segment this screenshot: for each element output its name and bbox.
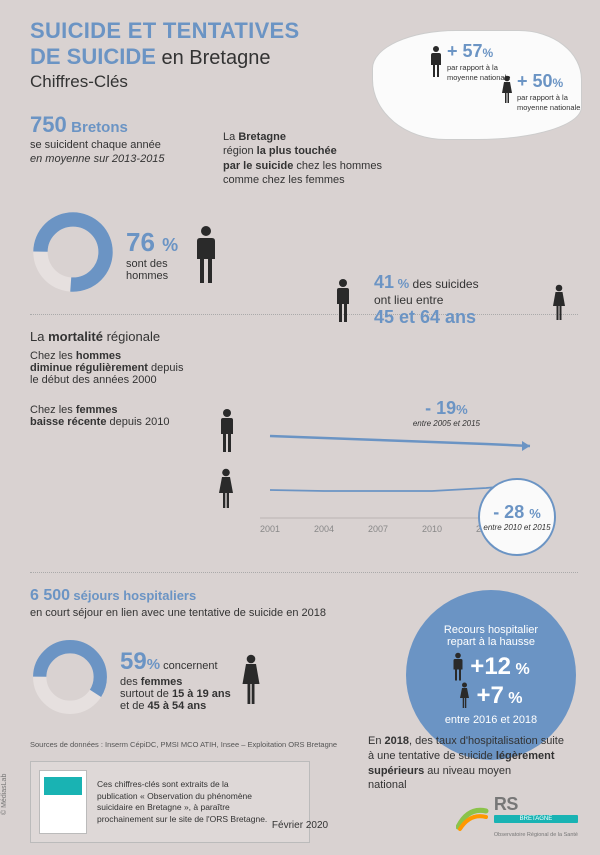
woman-silhouette-icon xyxy=(241,654,261,706)
stat-750-line2: en moyenne sur 2013-2015 xyxy=(30,153,165,165)
map-women-note: par rapport à la moyenne nationale xyxy=(517,93,580,112)
donut-76-label: 76 % sont des hommes xyxy=(126,227,178,282)
map-men-value: + 57 xyxy=(447,41,483,61)
woman-silhouette-icon xyxy=(218,468,234,510)
minus28-bubble: - 28 % entre 2010 et 2015 xyxy=(478,478,556,556)
para-2018: En 2018, des taux d'hospitalisation suit… xyxy=(368,734,578,793)
map-women-unit: % xyxy=(553,76,564,90)
title-suffix: en Bretagne xyxy=(156,47,271,69)
publication-text: Ces chiffres-clés sont extraits de la pu… xyxy=(97,779,267,825)
svg-text:2010: 2010 xyxy=(422,524,442,534)
map-women-stat: + 50% par rapport à la moyenne nationale xyxy=(517,71,580,112)
region-block: La Bretagne région la plus touchée par l… xyxy=(223,130,382,187)
stat-750-line1: se suicident chaque année xyxy=(30,138,205,152)
donut-76 xyxy=(30,209,116,300)
title-line2: DE SUICIDE xyxy=(30,44,156,69)
ors-logo: RS BRETAGNE Observatoire Régional de la … xyxy=(456,794,578,841)
publication-box: Ces chiffres-clés sont extraits de la pu… xyxy=(30,761,310,843)
brittany-map: + 57% par rapport à la moyenne nationale… xyxy=(372,30,582,140)
logo-swoosh-icon xyxy=(456,803,490,833)
svg-text:2001: 2001 xyxy=(260,524,280,534)
publication-thumb-icon xyxy=(39,770,87,834)
credit: © MédiasLab xyxy=(1,774,8,815)
man-silhouette-icon xyxy=(334,278,352,324)
woman-silhouette-icon xyxy=(459,682,470,710)
logo-sub: Observatoire Régional de la Santé xyxy=(494,832,578,838)
woman-silhouette-icon xyxy=(552,284,566,322)
mortality-title: La mortalité régionale xyxy=(30,329,578,344)
logo-rs: RS xyxy=(494,794,518,814)
stat-750: 750 Bretons se suicident chaque année en… xyxy=(30,112,205,167)
date: Février 2020 xyxy=(272,820,328,831)
logo-tag: BRETAGNE xyxy=(494,815,578,823)
mortality-chart: 2001 2004 2007 2010 2013 2014 - 19% entr… xyxy=(260,398,560,538)
stat-750-value: 750 xyxy=(30,112,67,137)
minus19-callout: - 19% entre 2005 et 2015 xyxy=(413,398,480,428)
man-silhouette-icon xyxy=(218,408,236,454)
separator xyxy=(30,572,578,573)
age-stat: 41 % des suicides ont lieu entre 45 et 6… xyxy=(374,272,574,328)
man-silhouette-icon xyxy=(194,225,218,285)
donut-59-label: 59% concernent des femmes surtout de 15 … xyxy=(120,648,231,712)
donut-59 xyxy=(30,637,110,722)
stat-750-unit: Bretons xyxy=(71,119,128,136)
man-silhouette-icon xyxy=(429,45,443,79)
svg-text:2007: 2007 xyxy=(368,524,388,534)
mortality-men: Chez les hommes diminue régulièrement de… xyxy=(30,350,230,386)
map-women-value: + 50 xyxy=(517,71,553,91)
map-men-unit: % xyxy=(483,46,494,60)
svg-text:2004: 2004 xyxy=(314,524,334,534)
woman-silhouette-icon xyxy=(501,75,513,105)
mortality-women: Chez les femmes baisse récente depuis 20… xyxy=(30,404,230,428)
man-silhouette-icon xyxy=(452,652,464,682)
